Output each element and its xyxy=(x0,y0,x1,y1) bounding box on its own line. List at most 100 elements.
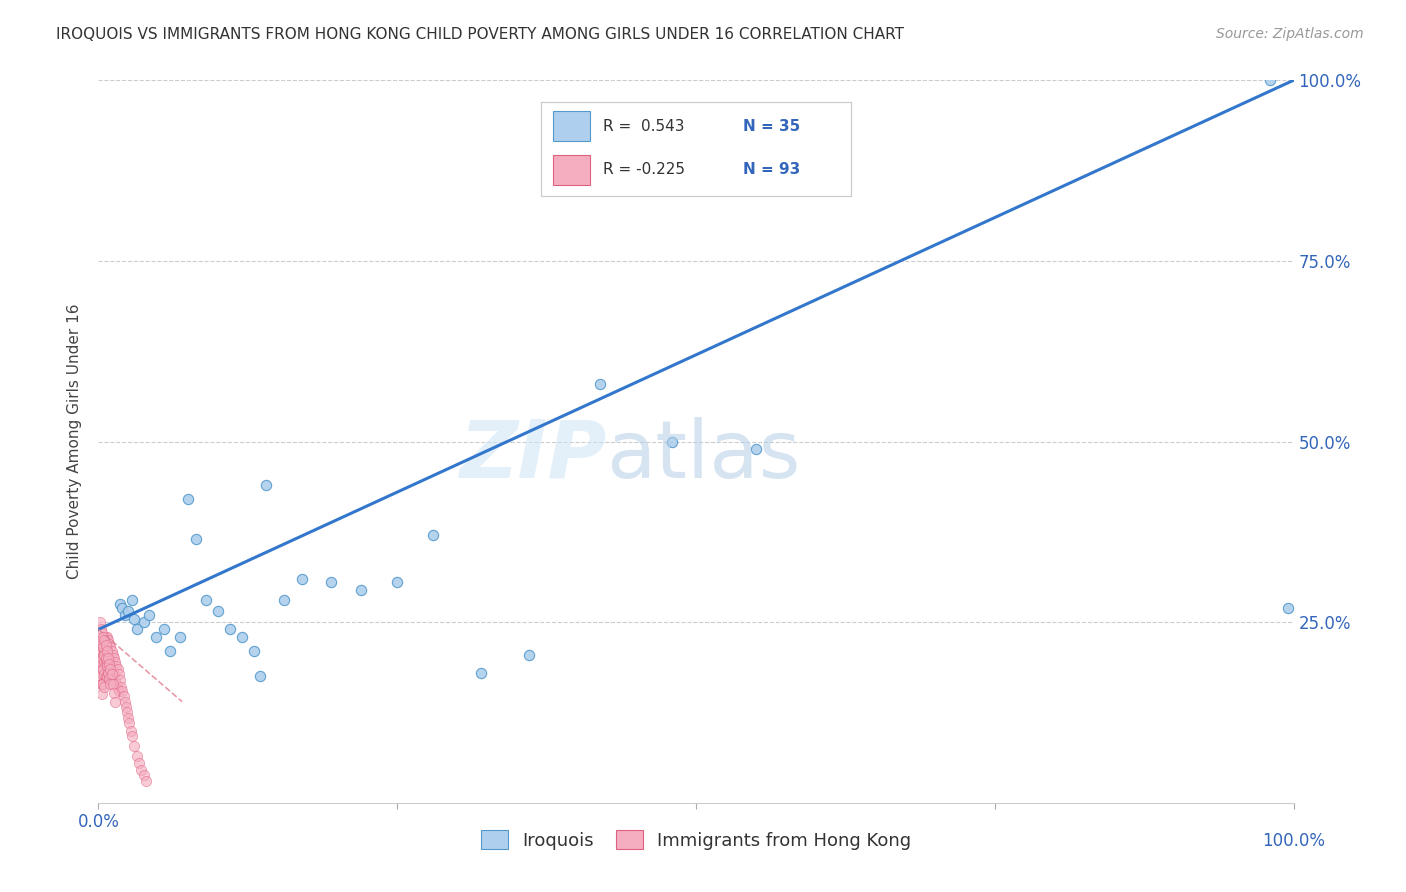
Point xyxy=(97,665,120,680)
Point xyxy=(91,630,114,644)
Point xyxy=(91,640,114,655)
Point xyxy=(124,739,146,754)
Point xyxy=(96,640,118,655)
Point xyxy=(98,655,122,669)
Point xyxy=(132,615,155,630)
Point xyxy=(97,651,120,665)
Point xyxy=(90,676,112,690)
Point xyxy=(117,710,139,724)
Point xyxy=(254,478,277,492)
Point xyxy=(100,673,122,687)
Point xyxy=(115,706,138,720)
Point xyxy=(101,676,124,690)
Point xyxy=(138,607,160,622)
Point xyxy=(103,667,125,681)
Point xyxy=(100,658,122,673)
Point xyxy=(745,442,768,456)
Point xyxy=(243,644,266,658)
Point xyxy=(98,676,122,690)
Point xyxy=(117,604,139,618)
Point xyxy=(96,669,118,683)
Point xyxy=(93,667,115,681)
Point xyxy=(125,623,148,637)
Point xyxy=(98,672,121,686)
Point xyxy=(91,651,114,665)
Point xyxy=(91,626,114,640)
Point xyxy=(96,655,118,669)
Point xyxy=(96,630,118,644)
Point xyxy=(219,623,242,637)
Point xyxy=(96,644,118,658)
Point xyxy=(94,669,117,683)
Point xyxy=(118,716,141,731)
Point xyxy=(100,667,122,681)
Point xyxy=(120,723,142,738)
Point xyxy=(90,633,112,648)
Point xyxy=(90,644,112,658)
Text: ZIP: ZIP xyxy=(458,417,606,495)
Point xyxy=(91,662,114,676)
Point xyxy=(93,648,115,662)
Point xyxy=(107,662,129,676)
Point xyxy=(131,764,153,778)
Point xyxy=(108,673,131,687)
Point xyxy=(128,756,150,770)
Point xyxy=(186,532,208,546)
Point xyxy=(111,600,134,615)
Point xyxy=(94,630,117,644)
Text: atlas: atlas xyxy=(606,417,800,495)
Text: Source: ZipAtlas.com: Source: ZipAtlas.com xyxy=(1216,27,1364,41)
Point xyxy=(91,662,114,676)
Point xyxy=(91,640,114,655)
Point xyxy=(93,655,115,669)
Point xyxy=(98,669,122,683)
Point xyxy=(159,644,181,658)
Point xyxy=(94,655,117,669)
Point xyxy=(97,648,120,662)
Point xyxy=(91,637,114,651)
Point xyxy=(98,657,121,671)
Point xyxy=(114,607,136,622)
Point xyxy=(90,655,112,669)
Point xyxy=(107,683,129,698)
Point xyxy=(98,637,121,651)
Point xyxy=(207,604,229,618)
Point xyxy=(132,768,155,782)
Point xyxy=(114,695,136,709)
Point xyxy=(98,651,121,665)
Point xyxy=(1277,600,1299,615)
Point xyxy=(291,572,314,586)
Point xyxy=(177,492,200,507)
Y-axis label: Child Poverty Among Girls Under 16: Child Poverty Among Girls Under 16 xyxy=(67,304,83,579)
Point xyxy=(231,630,253,644)
Point xyxy=(94,638,117,652)
Point xyxy=(121,729,143,743)
Point xyxy=(111,683,134,698)
Point xyxy=(121,593,143,607)
Point xyxy=(105,676,128,690)
Point xyxy=(101,662,124,676)
Point xyxy=(107,667,129,681)
Point xyxy=(93,633,115,648)
Text: IROQUOIS VS IMMIGRANTS FROM HONG KONG CHILD POVERTY AMONG GIRLS UNDER 16 CORRELA: IROQUOIS VS IMMIGRANTS FROM HONG KONG CH… xyxy=(56,27,904,42)
Point xyxy=(517,648,540,662)
Point xyxy=(94,651,117,665)
Point xyxy=(135,774,157,789)
Point xyxy=(89,669,111,683)
Point xyxy=(107,681,129,696)
Legend: Iroquois, Immigrants from Hong Kong: Iroquois, Immigrants from Hong Kong xyxy=(471,822,921,859)
Point xyxy=(249,669,271,683)
Point xyxy=(661,434,683,449)
Point xyxy=(104,655,127,669)
Point xyxy=(98,662,122,676)
Point xyxy=(110,680,132,694)
Point xyxy=(145,630,167,644)
Point xyxy=(115,700,138,714)
Point xyxy=(91,676,114,690)
Point xyxy=(91,648,114,662)
Point xyxy=(169,630,191,644)
Point xyxy=(124,611,146,625)
Point xyxy=(93,680,115,694)
Point xyxy=(97,633,120,648)
Point xyxy=(589,376,612,391)
